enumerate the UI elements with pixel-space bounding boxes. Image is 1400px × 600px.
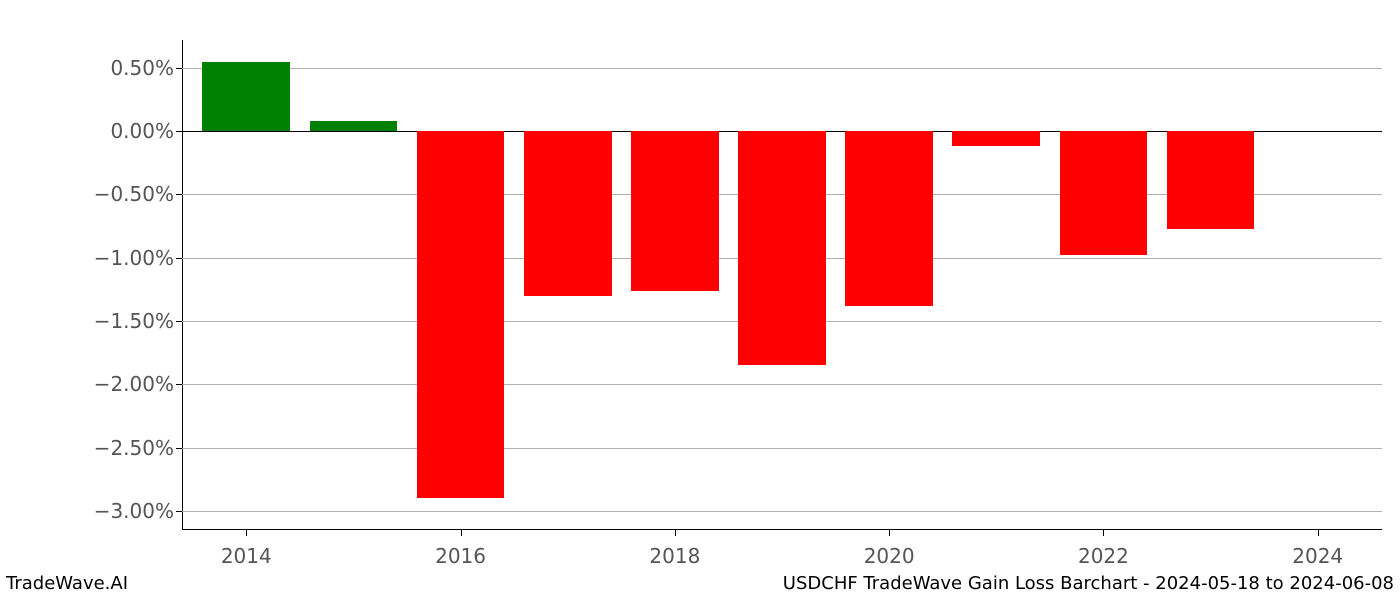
gridline <box>182 68 1382 69</box>
x-tick-label: 2020 <box>864 544 915 568</box>
y-tick-mark <box>176 68 182 69</box>
y-tick-mark <box>176 194 182 195</box>
bar <box>310 121 398 131</box>
watermark-left: TradeWave.AI <box>6 573 128 594</box>
chart-caption: USDCHF TradeWave Gain Loss Barchart - 20… <box>783 573 1394 594</box>
y-tick-label: 0.50% <box>110 56 174 80</box>
y-tick-label: −3.00% <box>94 499 174 523</box>
bar <box>631 131 719 291</box>
y-tick-mark <box>176 321 182 322</box>
bar <box>845 131 933 306</box>
y-tick-mark <box>176 384 182 385</box>
y-tick-label: −1.50% <box>94 309 174 333</box>
gridline <box>182 448 1382 449</box>
y-tick-label: −2.00% <box>94 372 174 396</box>
x-tick-label: 2024 <box>1292 544 1343 568</box>
y-tick-label: −2.50% <box>94 436 174 460</box>
x-tick-mark <box>246 530 247 536</box>
gridline <box>182 384 1382 385</box>
bar <box>1167 131 1255 228</box>
bar <box>738 131 826 365</box>
gridline <box>182 511 1382 512</box>
y-tick-mark <box>176 258 182 259</box>
y-tick-mark <box>176 448 182 449</box>
axis-bottom-spine <box>182 529 1382 530</box>
x-tick-mark <box>1318 530 1319 536</box>
y-tick-label: −1.00% <box>94 246 174 270</box>
x-tick-mark <box>675 530 676 536</box>
bar <box>202 62 290 132</box>
x-tick-mark <box>461 530 462 536</box>
y-tick-label: −0.50% <box>94 182 174 206</box>
x-tick-label: 2016 <box>435 544 486 568</box>
x-tick-mark <box>889 530 890 536</box>
bar <box>1060 131 1148 255</box>
bar <box>524 131 612 296</box>
y-tick-label: 0.00% <box>110 119 174 143</box>
x-tick-label: 2014 <box>221 544 272 568</box>
plot-area: −3.00%−2.50%−2.00%−1.50%−1.00%−0.50%0.00… <box>182 40 1382 530</box>
bar <box>952 131 1040 146</box>
x-tick-label: 2022 <box>1078 544 1129 568</box>
chart-figure: −3.00% −2.50% −2.00% −1.50% −1.00% −0.50% 0.00… <box>0 0 1400 600</box>
axis-left-spine <box>182 40 183 530</box>
x-tick-mark <box>1103 530 1104 536</box>
bar <box>417 131 505 498</box>
x-tick-label: 2018 <box>649 544 700 568</box>
y-tick-mark <box>176 511 182 512</box>
